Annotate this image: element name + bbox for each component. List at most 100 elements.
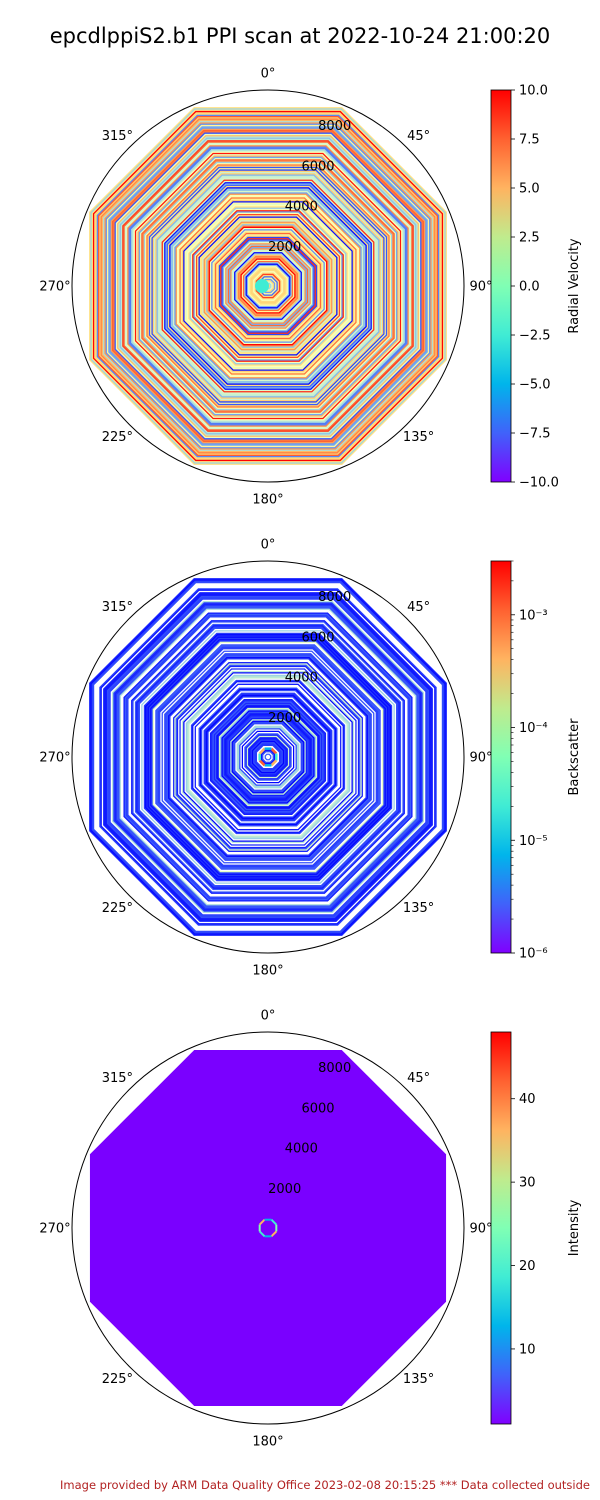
angle-tick-label: 90°: [469, 1222, 492, 1237]
ppi-ring: [129, 147, 407, 425]
ppi-ring: [260, 749, 276, 765]
ppi-ring: [240, 729, 296, 785]
ppi-ring: [203, 221, 333, 351]
radial-tick-label: 6000: [301, 630, 334, 645]
colorbar-tick-label: 10.0: [519, 84, 548, 99]
ppi-ring: [109, 127, 427, 445]
ppi-ring: [101, 590, 435, 924]
ppi-ring: [239, 728, 297, 786]
ppi-ring: [251, 740, 285, 774]
ppi-ring: [98, 587, 438, 927]
ppi-ring: [115, 133, 421, 439]
ppi-ring: [91, 109, 445, 463]
ppi-ring: [265, 754, 271, 760]
ppi-ring: [117, 135, 419, 437]
ppi-ring: [175, 664, 361, 850]
near-range-ring: [270, 1230, 278, 1238]
ppi-ring: [105, 594, 431, 920]
ppi-ring: [124, 142, 412, 430]
ppi-ring: [128, 617, 408, 897]
ppi-ring: [176, 194, 360, 378]
ppi-ring: [112, 130, 424, 442]
ppi-ring: [150, 168, 386, 404]
ppi-ring: [132, 621, 404, 893]
ppi-ring: [118, 136, 418, 436]
ppi-ring: [254, 743, 282, 771]
ppi-ring: [178, 667, 358, 847]
ppi-ring: [134, 152, 402, 420]
angle-tick-label: 135°: [403, 901, 434, 916]
ppi-ring: [211, 700, 325, 814]
ppi-ring: [120, 609, 416, 905]
ppi-ring: [160, 649, 376, 865]
ppi-ring: [232, 721, 304, 793]
ppi-ring: [253, 742, 283, 772]
ppi-ring: [125, 614, 411, 900]
ppi-ring: [122, 611, 414, 903]
intensity-field: [89, 1049, 447, 1407]
ppi-ring: [141, 159, 395, 413]
angle-tick-label: 135°: [403, 430, 434, 445]
colorbar-tick-label: 10⁻⁶: [519, 947, 548, 962]
ppi-ring: [217, 706, 319, 808]
ppi-ring: [95, 113, 441, 459]
ppi-ring: [206, 224, 330, 348]
ppi-ring: [237, 255, 299, 317]
ppi-ring: [100, 589, 436, 925]
ppi-ring: [207, 225, 329, 347]
ppi-ring: [245, 734, 291, 780]
ppi-ring: [248, 737, 288, 777]
ppi-ring: [237, 726, 299, 788]
ppi-ring: [231, 249, 305, 323]
ppi-ring: [217, 235, 319, 337]
ppi-ring: [90, 579, 446, 935]
ppi-ring: [250, 739, 286, 775]
ppi-ring: [188, 206, 348, 366]
colorbar-tick-label: 10⁻³: [519, 608, 548, 623]
ppi-ring: [192, 210, 344, 362]
angle-tick-label: 0°: [261, 538, 276, 553]
ppi-ring: [94, 583, 442, 931]
colorbar-gradient: [490, 560, 512, 954]
angle-tick-label: 315°: [102, 600, 133, 615]
ppi-ring: [248, 266, 288, 306]
colorbar-tick-label: 30: [519, 1176, 536, 1191]
ppi-ring: [218, 707, 318, 807]
near-range-blob: [255, 279, 269, 293]
ppi-ring: [138, 156, 398, 416]
ppi-ring: [94, 112, 442, 460]
ppi-ring: [91, 580, 445, 934]
ppi-ring: [249, 267, 287, 305]
ppi-ring: [152, 170, 384, 402]
ppi-ring: [245, 263, 291, 309]
ppi-ring: [253, 271, 283, 301]
radial-tick-label: 6000: [301, 1101, 334, 1116]
radial-tick-label: 2000: [268, 240, 301, 255]
ppi-ring: [166, 655, 370, 859]
ppi-ring: [155, 644, 381, 870]
ppi-ring: [165, 654, 371, 860]
ppi-ring: [195, 684, 341, 830]
ppi-ring: [244, 733, 292, 781]
ppi-ring: [89, 578, 447, 936]
colorbar-gradient: [490, 89, 512, 483]
colorbar-tick-label: −7.5: [519, 427, 551, 442]
ppi-ring: [150, 639, 386, 875]
ppi-ring: [128, 146, 408, 426]
ppi-ring: [208, 697, 328, 817]
ppi-ring: [208, 226, 328, 346]
ppi-ring: [96, 585, 440, 929]
ppi-ring: [197, 215, 339, 357]
ppi-ring: [113, 131, 423, 441]
angle-tick-label: 45°: [407, 129, 430, 144]
colorbar-tick-label: −2.5: [519, 329, 551, 344]
ppi-ring: [152, 641, 384, 873]
ppi-ring: [216, 234, 320, 338]
ppi-ring: [162, 651, 374, 863]
polar-panel-3: 0° 45° 90° 135° 180° 225° 270° 315° 2000 4000 6000…: [39, 1009, 582, 1450]
ppi-ring: [143, 632, 393, 882]
ppi-ring: [183, 201, 353, 371]
ppi-ring: [203, 692, 333, 822]
ppi-ring: [112, 601, 424, 913]
